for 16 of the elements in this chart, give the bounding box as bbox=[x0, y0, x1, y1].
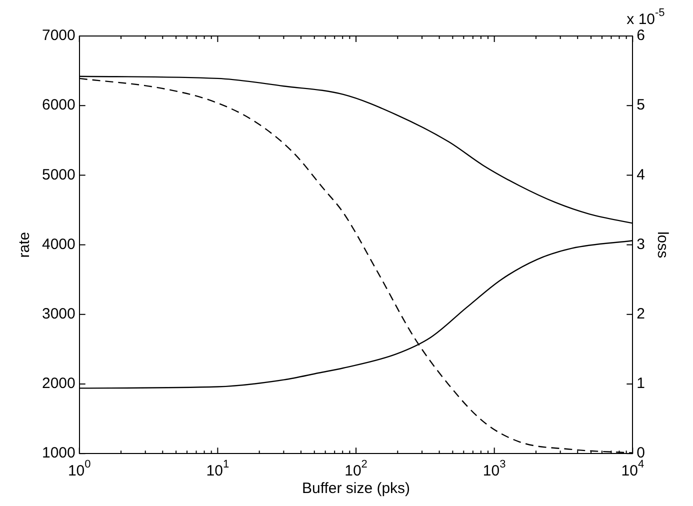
y2-tick-label: 2 bbox=[636, 306, 645, 323]
y-tick-label: 2000 bbox=[42, 375, 76, 392]
y-tick-label: 4000 bbox=[42, 236, 76, 253]
y2-axis-title: loss bbox=[654, 231, 671, 258]
y2-tick-label: 4 bbox=[636, 166, 645, 184]
y-tick-label: 6000 bbox=[42, 96, 76, 114]
y2-tick-label: 5 bbox=[636, 96, 645, 114]
y-tick-label: 5000 bbox=[42, 166, 76, 184]
y-tick-label: 1000 bbox=[42, 444, 76, 462]
y-tick-label: 7000 bbox=[42, 27, 76, 44]
y2-tick-label: 3 bbox=[636, 236, 645, 253]
y2-tick-label: 1 bbox=[636, 375, 645, 392]
y-axis-title: rate bbox=[16, 232, 34, 258]
y2-tick-label: 6 bbox=[636, 27, 645, 44]
x-axis-title: Buffer size (pks) bbox=[302, 480, 410, 498]
y-tick-label: 3000 bbox=[42, 306, 76, 323]
